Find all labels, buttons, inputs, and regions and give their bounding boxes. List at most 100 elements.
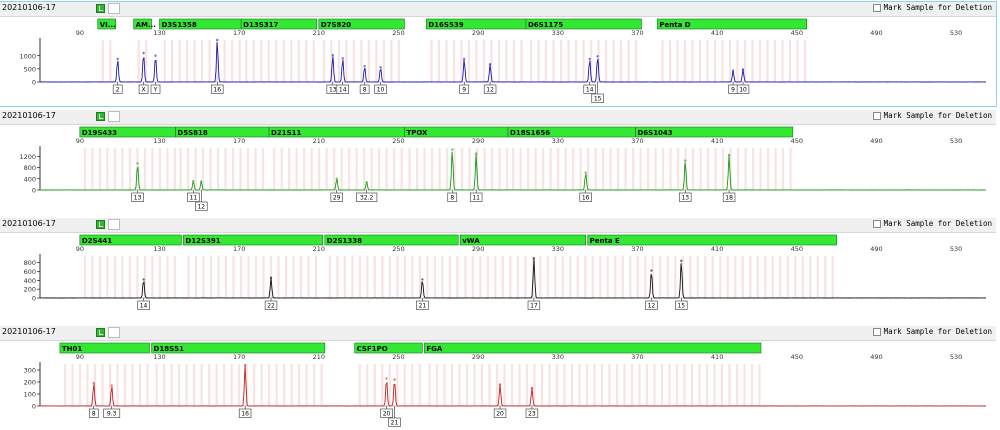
peak-point[interactable] <box>421 278 424 281</box>
allele-box[interactable] <box>388 417 401 427</box>
allele-call[interactable]: 23 <box>525 406 539 418</box>
panel-toggle-icon[interactable] <box>96 220 105 229</box>
peak-point[interactable] <box>584 171 587 174</box>
allele-call[interactable]: 20 <box>493 406 507 418</box>
peak-point[interactable] <box>451 148 454 151</box>
peak-point[interactable] <box>335 177 338 180</box>
allele-box[interactable] <box>103 408 121 418</box>
peak-point[interactable] <box>731 69 735 72</box>
peak-point[interactable] <box>243 364 247 367</box>
peak-point[interactable] <box>192 179 195 183</box>
mark-deletion-control[interactable]: Mark Sample for Deletion <box>872 219 992 228</box>
mark-deletion-checkbox[interactable] <box>872 219 881 228</box>
allele-box[interactable] <box>416 300 429 310</box>
mark-deletion-control[interactable]: Mark Sample for Deletion <box>872 327 992 336</box>
locus-bar[interactable] <box>59 342 150 354</box>
locus-bar[interactable] <box>657 18 808 30</box>
electropherogram-panel[interactable]: 20210106-17 Mark Sample for Deletion D19S4… <box>0 110 996 214</box>
locus-bin[interactable]: D13S317 <box>240 18 318 30</box>
allele-box[interactable] <box>187 192 200 202</box>
allele-call[interactable]: 11 <box>187 190 200 202</box>
locus-bin[interactable]: Penta D <box>657 18 808 30</box>
peak-point[interactable] <box>463 57 466 61</box>
peak-point[interactable] <box>680 259 683 263</box>
mark-deletion-control[interactable]: Mark Sample for Deletion <box>872 3 992 12</box>
locus-bin[interactable]: TPOX <box>404 126 509 138</box>
peak-point[interactable] <box>379 66 382 69</box>
peak-point[interactable] <box>142 51 145 55</box>
allele-call[interactable]: 15 <box>675 298 688 310</box>
locus-bin[interactable]: VI... <box>97 18 116 30</box>
mark-deletion-checkbox[interactable] <box>872 111 881 120</box>
allele-box[interactable] <box>356 192 378 202</box>
panel-menu-button[interactable] <box>108 327 120 338</box>
allele-call[interactable]: X <box>138 82 149 94</box>
allele-call[interactable]: 10 <box>736 82 750 94</box>
locus-bar[interactable] <box>318 18 405 30</box>
locus-bar[interactable] <box>97 18 116 30</box>
peak-point[interactable] <box>727 153 731 157</box>
allele-call[interactable]: 13 <box>679 190 692 202</box>
allele-call[interactable]: 13 <box>131 190 144 202</box>
locus-bar[interactable] <box>133 18 152 30</box>
locus-bin[interactable]: D21S11 <box>268 126 405 138</box>
peak-point[interactable] <box>393 378 396 381</box>
allele-box[interactable] <box>645 300 658 310</box>
locus-bin[interactable]: Penta E <box>587 234 837 246</box>
allele-call[interactable]: 15 <box>591 82 604 103</box>
peak-point[interactable] <box>365 180 368 184</box>
allele-box[interactable] <box>195 201 208 211</box>
peak-point[interactable] <box>474 152 478 155</box>
allele-box[interactable] <box>112 84 123 94</box>
allele-box[interactable] <box>211 84 224 94</box>
allele-box[interactable] <box>483 84 497 94</box>
locus-bin[interactable]: D6S1043 <box>635 126 794 138</box>
allele-box[interactable] <box>359 84 370 94</box>
panel-menu-button[interactable] <box>108 3 120 14</box>
peak-point[interactable] <box>116 57 119 61</box>
peak-point[interactable] <box>588 57 591 61</box>
allele-call[interactable]: 18 <box>722 190 736 202</box>
allele-box[interactable] <box>493 408 507 418</box>
locus-bar[interactable] <box>151 342 326 354</box>
peak-point[interactable] <box>498 383 502 386</box>
allele-call[interactable]: 20 <box>380 406 393 418</box>
locus-bar[interactable] <box>587 234 837 246</box>
allele-box[interactable] <box>447 192 458 202</box>
allele-call[interactable]: 9 <box>728 82 738 94</box>
allele-call[interactable]: 9 <box>459 82 470 94</box>
allele-box[interactable] <box>525 408 539 418</box>
mark-deletion-control[interactable]: Mark Sample for Deletion <box>872 111 992 120</box>
allele-call[interactable]: 12 <box>645 298 658 310</box>
locus-bar[interactable] <box>525 18 642 30</box>
locus-bin[interactable]: CSF1PO <box>354 342 423 354</box>
locus-bin[interactable]: D12S391 <box>183 234 324 246</box>
allele-call[interactable]: 29 <box>330 190 343 202</box>
locus-bin[interactable]: D3S1358 <box>159 18 242 30</box>
locus-bar[interactable] <box>183 234 324 246</box>
locus-bin[interactable]: AM... <box>133 18 156 30</box>
peak-point[interactable] <box>650 269 653 272</box>
peak-point[interactable] <box>363 65 366 68</box>
locus-bin[interactable]: D18S51 <box>151 342 326 354</box>
allele-call[interactable]: 10 <box>374 82 387 94</box>
locus-bar[interactable] <box>79 234 182 246</box>
peak-point[interactable] <box>741 68 745 71</box>
allele-call[interactable]: 22 <box>264 298 278 310</box>
allele-call[interactable]: Y <box>150 82 161 94</box>
allele-call[interactable]: 8 <box>447 190 458 202</box>
allele-box[interactable] <box>527 300 541 310</box>
peak-point[interactable] <box>530 386 534 390</box>
allele-box[interactable] <box>459 84 470 94</box>
allele-call[interactable]: 11 <box>469 190 483 202</box>
locus-bar[interactable] <box>635 126 794 138</box>
allele-call[interactable]: 8 <box>88 406 99 418</box>
locus-bin[interactable]: D5S818 <box>175 126 270 138</box>
electropherogram-panel[interactable]: 20210106-17 Mark Sample for Deletion TH01 D… <box>0 326 996 430</box>
allele-box[interactable] <box>138 84 149 94</box>
allele-box[interactable] <box>238 408 252 418</box>
locus-bin[interactable]: D6S1175 <box>525 18 642 30</box>
peak-point[interactable] <box>596 55 599 58</box>
allele-call[interactable]: 16 <box>579 190 592 202</box>
allele-call[interactable]: 16 <box>238 406 252 418</box>
